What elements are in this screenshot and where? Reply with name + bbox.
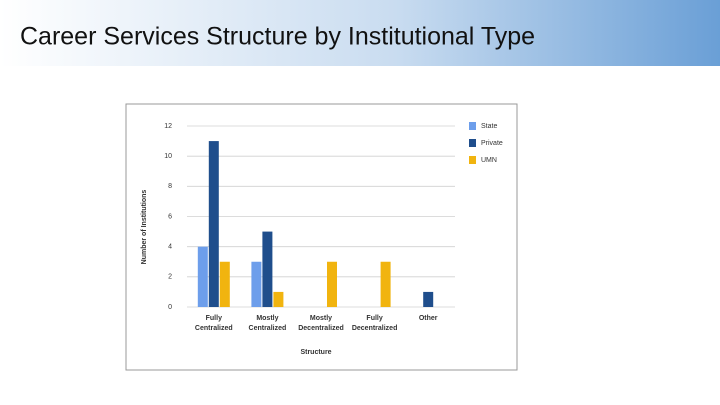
y-tick-label: 0 bbox=[168, 304, 172, 311]
bar bbox=[262, 231, 273, 307]
y-tick-label: 10 bbox=[164, 153, 172, 160]
x-tick-label: Mostly Decentralized bbox=[298, 315, 344, 332]
bar bbox=[219, 261, 230, 307]
chart-frame bbox=[125, 103, 518, 371]
x-tick-label: Fully Decentralized bbox=[352, 315, 398, 332]
x-axis-label: Structure bbox=[300, 349, 331, 356]
legend-label: Private bbox=[481, 140, 503, 147]
x-tick-label: Fully Centralized bbox=[195, 315, 233, 332]
legend-label: State bbox=[481, 123, 497, 130]
y-tick-label: 6 bbox=[168, 213, 172, 220]
bar bbox=[327, 261, 337, 307]
bar bbox=[273, 291, 284, 307]
y-tick-label: 2 bbox=[168, 274, 172, 281]
x-tick-label: Other bbox=[419, 315, 438, 322]
y-tick-label: 4 bbox=[168, 244, 172, 251]
legend-swatch bbox=[469, 122, 476, 130]
header-band bbox=[0, 0, 720, 66]
bar bbox=[251, 261, 262, 307]
legend-swatch bbox=[469, 139, 476, 147]
slide-title: Career Services Structure by Institution… bbox=[20, 23, 535, 51]
bar bbox=[208, 141, 219, 307]
y-tick-label: 8 bbox=[168, 183, 172, 190]
legend-swatch bbox=[469, 156, 476, 164]
x-tick-label: Mostly Centralized bbox=[249, 315, 287, 332]
bar bbox=[197, 246, 208, 307]
bar bbox=[380, 261, 391, 307]
y-tick-label: 12 bbox=[164, 123, 172, 130]
bar bbox=[423, 291, 434, 307]
legend-label: UMN bbox=[481, 157, 497, 164]
y-axis-label: Number of Institutions bbox=[141, 190, 148, 265]
